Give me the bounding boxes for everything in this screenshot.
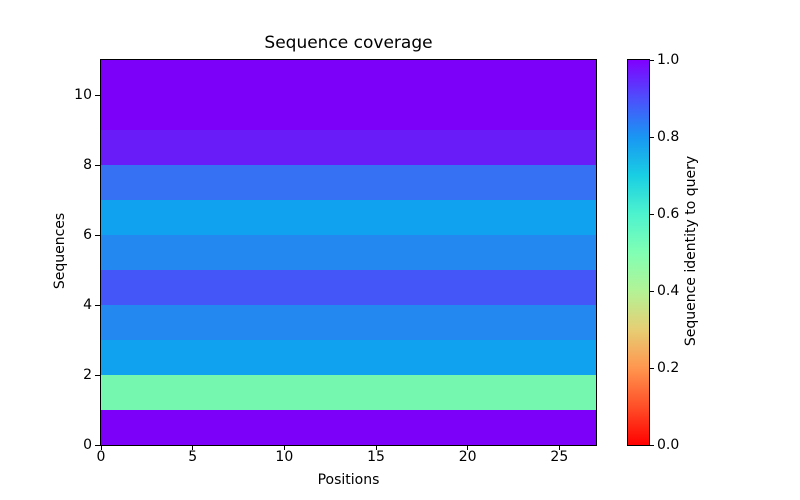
colorbar-tick-label-0.2: 0.2 [657,360,680,376]
y-tick-label-6: 6 [83,227,92,243]
heatmap-band-seq-2 [101,340,596,375]
heatmap-band-seq-5 [101,235,596,270]
x-tick-label-5: 5 [188,449,198,465]
y-tick-label-8: 8 [83,157,92,173]
heatmap-band-seq-7 [101,165,596,200]
y-tick-mark-6 [95,234,100,236]
y-tick-mark-10 [95,94,100,96]
colorbar-tick-label-0.8: 0.8 [657,129,680,145]
heatmap-band-seq-6 [101,200,596,235]
x-tick-mark-15 [375,446,377,450]
x-tick-mark-20 [467,446,469,450]
colorbar-tick-label-0.6: 0.6 [657,206,680,222]
x-tick-label-20: 20 [458,449,477,465]
colorbar-label: Sequence identity to query [683,155,699,347]
y-tick-mark-2 [95,374,100,376]
x-tick-label-15: 15 [367,449,385,465]
heatmap-plot-area [100,59,597,446]
x-tick-mark-10 [283,446,285,450]
y-tick-label-0: 0 [83,437,92,453]
heatmap-band-seq-4 [101,270,596,305]
heatmap-band-seq-8 [101,130,596,165]
x-tick-mark-0 [100,446,102,450]
heatmap-band-seq-0 [101,410,596,445]
colorbar-tick-mark-0.0 [650,444,654,446]
colorbar-tick-label-0.4: 0.4 [657,283,680,299]
plot-title: Sequence coverage [264,33,433,53]
y-tick-mark-8 [95,164,100,166]
y-axis-label: Sequences [52,212,68,290]
colorbar [627,59,650,446]
colorbar-tick-mark-0.8 [650,136,654,138]
heatmap-band-seq-9 [101,95,596,130]
x-tick-label-10: 10 [275,449,294,465]
colorbar-tick-mark-0.4 [650,290,654,292]
y-tick-mark-4 [95,304,100,306]
x-tick-mark-5 [192,446,194,450]
heatmap-band-seq-3 [101,305,596,340]
x-tick-label-0: 0 [96,449,106,465]
y-tick-label-2: 2 [83,367,92,383]
colorbar-tick-mark-0.2 [650,367,654,369]
y-tick-label-4: 4 [83,297,92,313]
y-tick-mark-0 [95,444,100,446]
x-axis-label: Positions [317,472,380,488]
colorbar-tick-label-1.0: 1.0 [657,52,680,68]
x-tick-mark-25 [558,446,560,450]
heatmap-band-seq-10 [101,60,596,95]
colorbar-tick-mark-0.6 [650,213,654,215]
heatmap-band-seq-1 [101,375,596,410]
y-tick-label-10: 10 [74,87,92,103]
colorbar-tick-mark-1.0 [650,59,654,61]
colorbar-tick-label-0.0: 0.0 [657,437,680,453]
x-tick-label-25: 25 [550,449,569,465]
